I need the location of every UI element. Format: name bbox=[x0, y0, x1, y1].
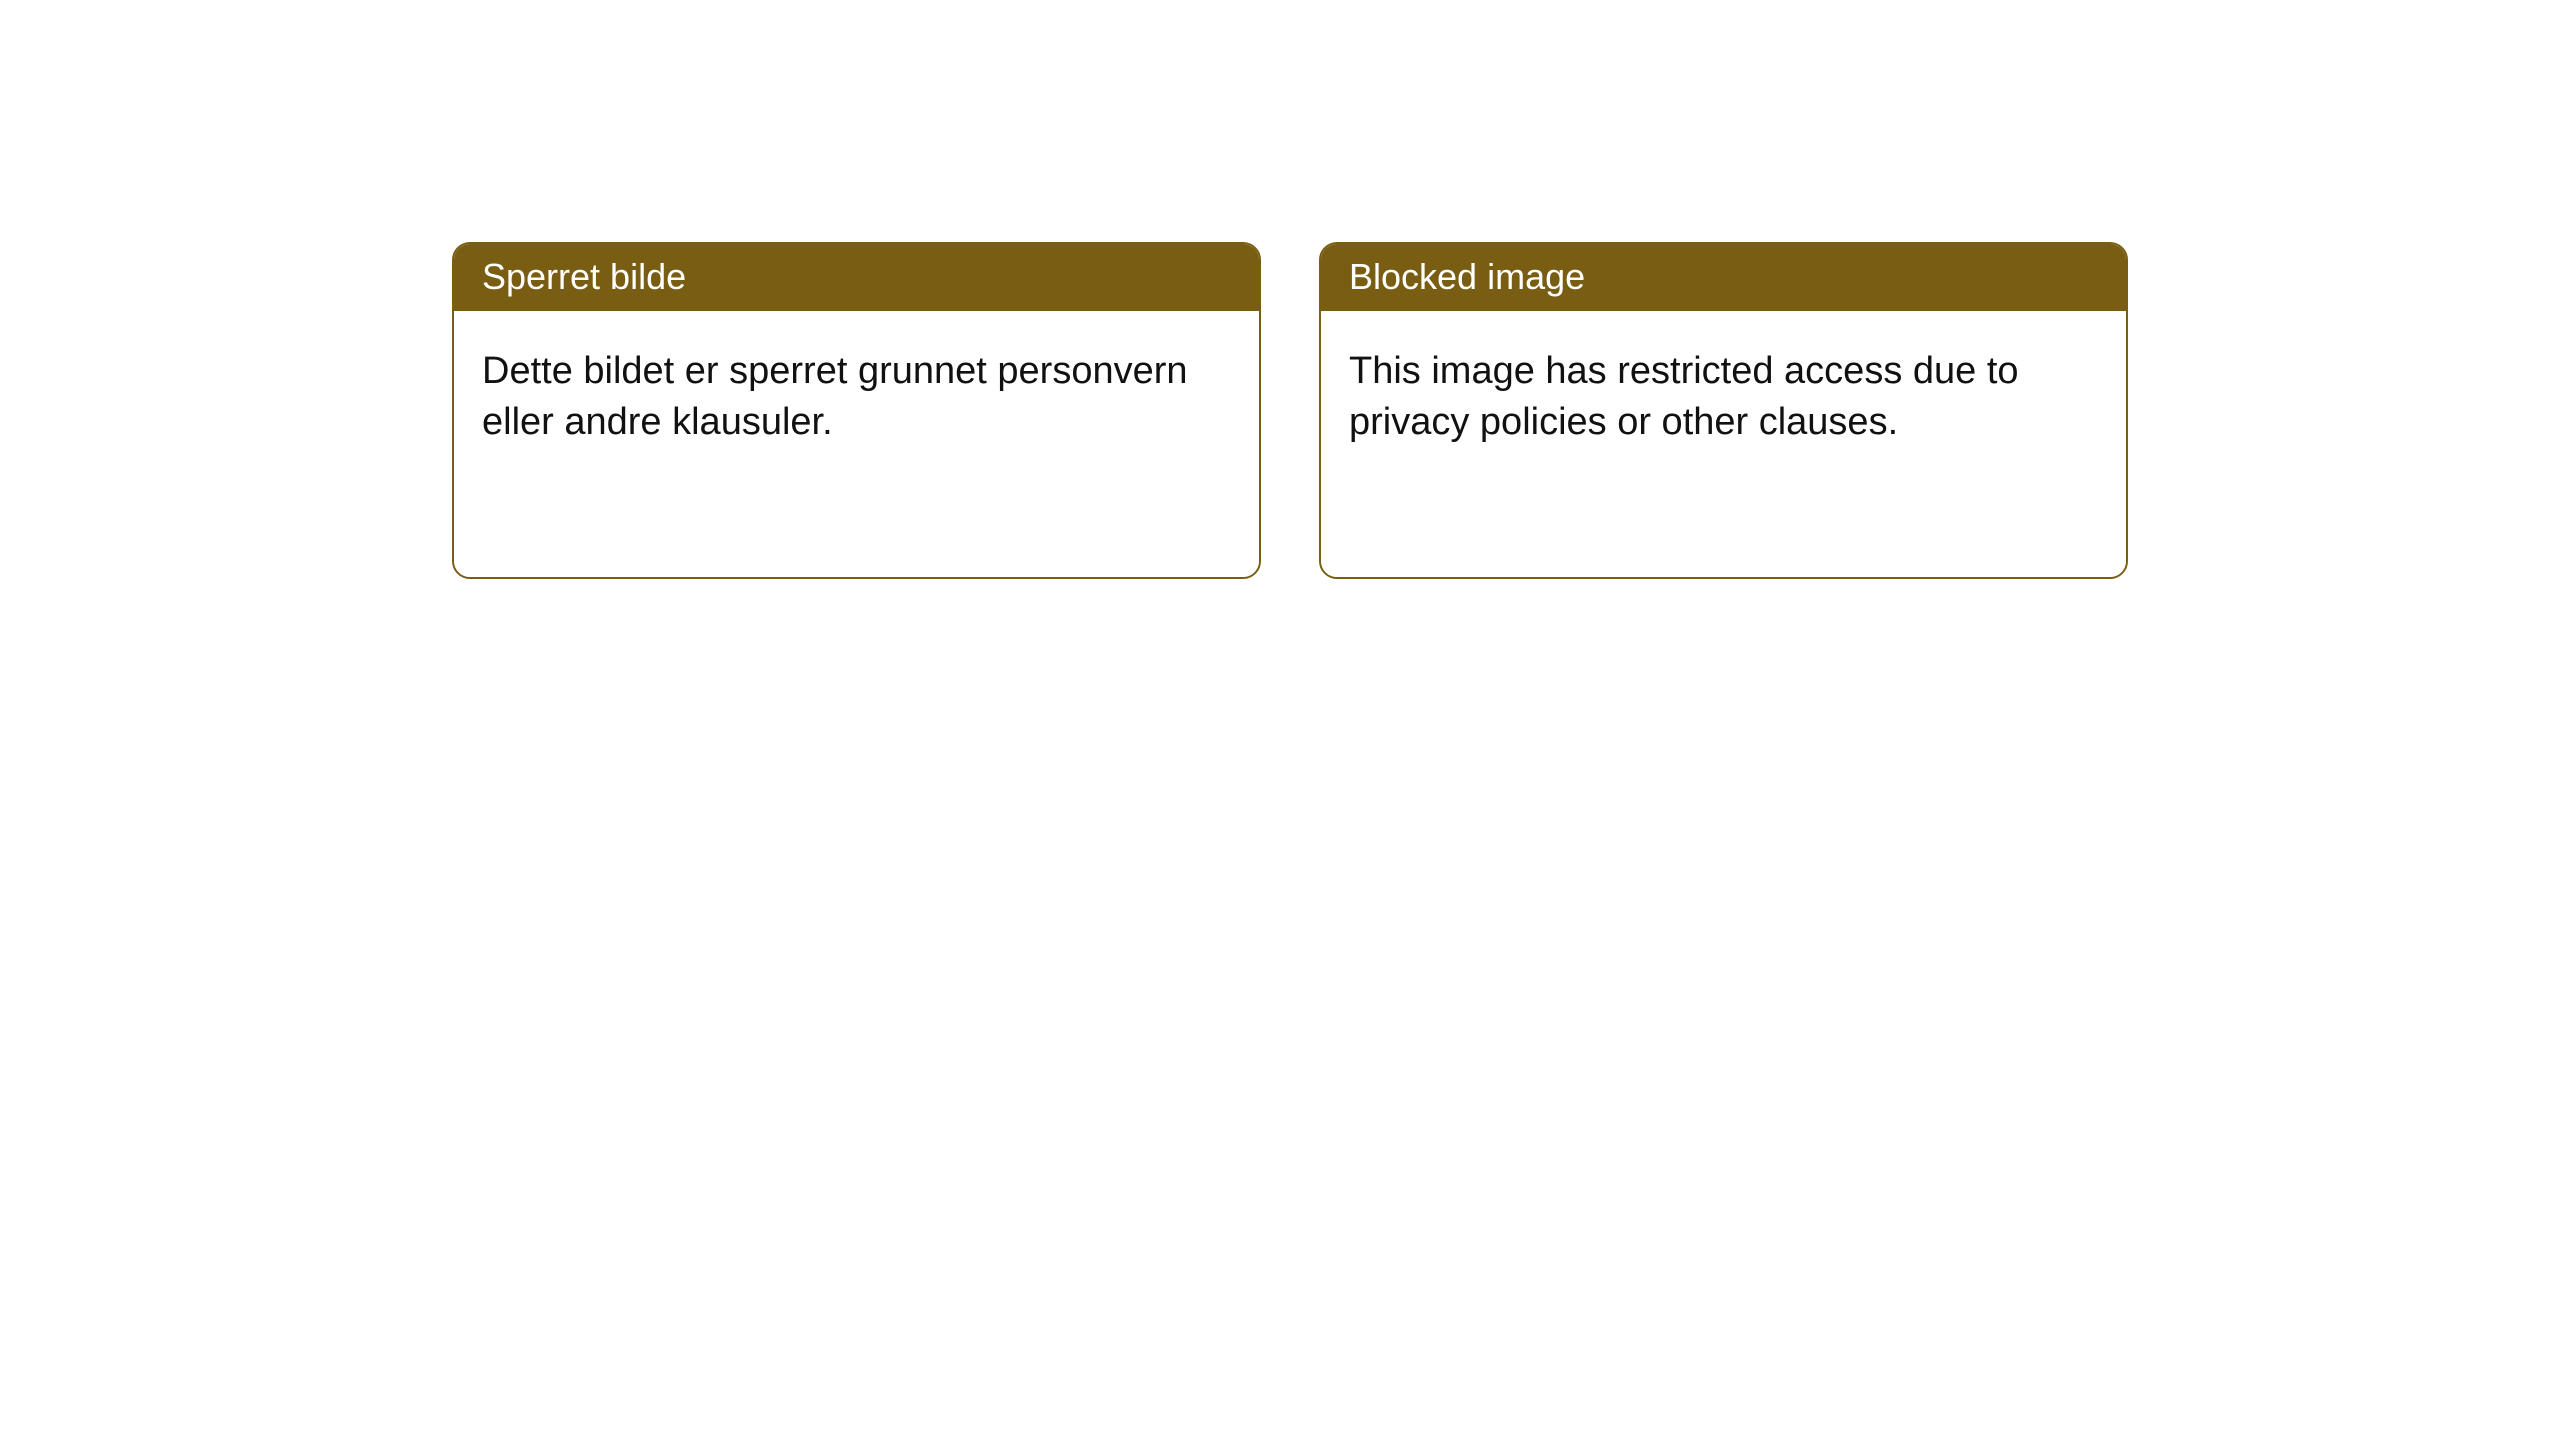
notice-card-english: Blocked image This image has restricted … bbox=[1319, 242, 2128, 579]
notice-card-title: Sperret bilde bbox=[454, 244, 1259, 311]
notice-container: Sperret bilde Dette bildet er sperret gr… bbox=[0, 0, 2560, 579]
notice-card-body: Dette bildet er sperret grunnet personve… bbox=[454, 311, 1259, 577]
notice-card-body: This image has restricted access due to … bbox=[1321, 311, 2126, 577]
notice-card-title: Blocked image bbox=[1321, 244, 2126, 311]
notice-card-norwegian: Sperret bilde Dette bildet er sperret gr… bbox=[452, 242, 1261, 579]
